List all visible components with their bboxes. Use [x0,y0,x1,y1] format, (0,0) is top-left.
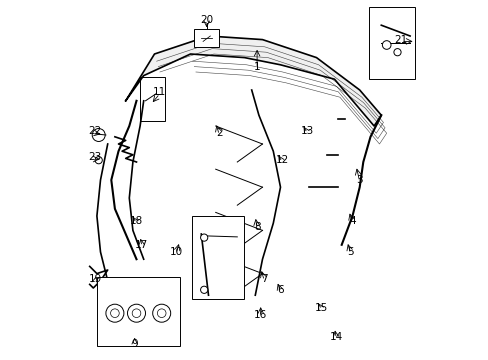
Bar [140,77,165,121]
Circle shape [132,309,141,318]
Text: 17: 17 [135,240,148,250]
Text: 21: 21 [394,35,407,45]
Circle shape [92,129,105,141]
Text: 20: 20 [200,15,213,25]
Text: 16: 16 [254,310,267,320]
Circle shape [157,309,166,318]
Circle shape [200,286,207,293]
Text: 14: 14 [329,332,342,342]
Text: 15: 15 [315,303,328,313]
Text: 22: 22 [88,126,102,136]
Circle shape [127,304,145,322]
Text: 8: 8 [253,222,260,232]
Bar [368,7,415,79]
Text: 1: 1 [253,62,260,72]
Text: 6: 6 [277,285,283,295]
Text: 11: 11 [153,87,166,97]
Circle shape [200,234,207,241]
Polygon shape [125,36,381,126]
Text: 18: 18 [130,216,143,226]
Text: 13: 13 [300,126,313,136]
Circle shape [95,157,102,164]
Text: 5: 5 [346,247,353,257]
Text: 10: 10 [169,247,183,257]
Text: 4: 4 [348,216,355,226]
Circle shape [152,304,170,322]
Bar [97,277,179,346]
Text: 9: 9 [131,339,138,349]
Text: 12: 12 [275,155,288,165]
Text: 23: 23 [88,152,102,162]
Text: 2: 2 [216,128,222,138]
Circle shape [110,309,119,318]
FancyBboxPatch shape [194,29,219,47]
Text: 7: 7 [261,274,267,284]
Circle shape [382,41,390,49]
Circle shape [393,49,400,56]
Text: 19: 19 [88,274,102,284]
Circle shape [106,304,123,322]
Text: 3: 3 [356,175,362,185]
Bar [192,216,244,299]
